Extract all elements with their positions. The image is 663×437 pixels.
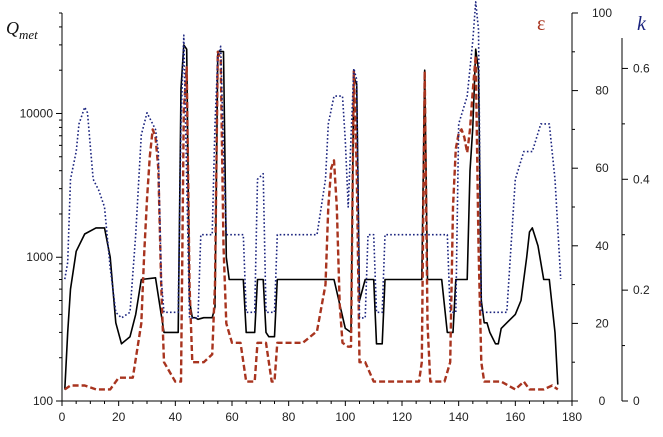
k-tick-label: 0.6 [633, 61, 650, 75]
x-tick-label: 180 [562, 410, 582, 424]
x-tick-label: 120 [392, 410, 412, 424]
x-tick-label: 40 [169, 410, 183, 424]
k-tick-label: 0.2 [633, 283, 650, 297]
x-tick-label: 60 [225, 410, 239, 424]
k-tick-label: 0.4 [633, 172, 650, 186]
left-axis-label: Qmet [6, 18, 38, 42]
eps-tick-label: 100 [592, 6, 612, 20]
x-tick-label: 80 [282, 410, 296, 424]
x-tick-label: 20 [112, 410, 126, 424]
k-tick-label: 0 [633, 394, 640, 408]
left-tick-label: 1000 [26, 250, 53, 264]
k-axis-label: k [637, 13, 647, 35]
x-tick-label: 100 [335, 410, 355, 424]
series-line-left [64, 44, 559, 390]
left-axis-label-main: Q [6, 18, 19, 38]
eps-axis-label: ε [537, 13, 545, 35]
x-tick-label: 140 [449, 410, 469, 424]
eps-tick-label: 40 [595, 239, 609, 253]
axis-labels-layer: Qmet ε k [6, 13, 647, 42]
left-axis-label-sub: met [19, 27, 38, 42]
left-tick-label: 10000 [20, 106, 54, 120]
left-tick-label: 100 [33, 394, 53, 408]
x-tick-label: 160 [505, 410, 525, 424]
eps-tick-label: 0 [599, 394, 606, 408]
x-tick-label: 0 [59, 410, 66, 424]
eps-tick-label: 80 [595, 84, 609, 98]
eps-tick-label: 20 [595, 316, 609, 330]
axes-layer: 0 20 40 60 80 100 120 140 160 1801001000100000204… [20, 6, 650, 424]
series-line-k [64, 1, 562, 319]
eps-tick-label: 60 [595, 161, 609, 175]
series-layer [64, 1, 562, 391]
series-line-eps [64, 50, 559, 391]
